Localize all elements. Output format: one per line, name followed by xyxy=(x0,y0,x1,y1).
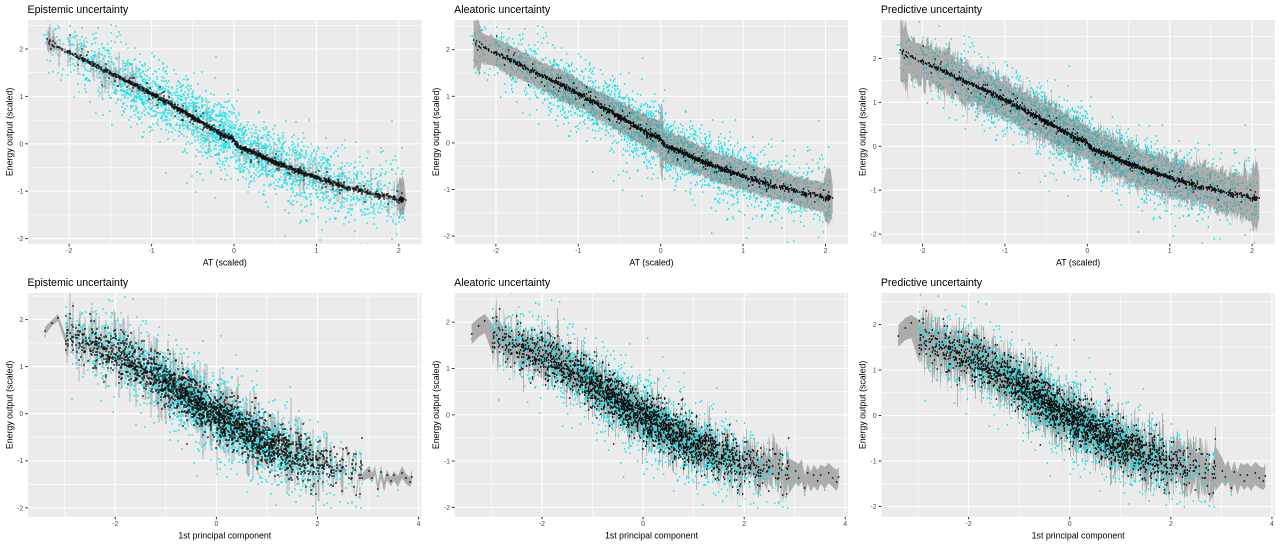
svg-text:-2: -2 xyxy=(539,521,545,528)
svg-text:2: 2 xyxy=(446,47,450,54)
svg-text:1: 1 xyxy=(873,100,877,107)
svg-text:1: 1 xyxy=(446,366,450,373)
svg-text:-1: -1 xyxy=(148,248,154,255)
svg-text:-2: -2 xyxy=(870,504,876,511)
svg-text:-2: -2 xyxy=(17,505,23,512)
svg-text:0: 0 xyxy=(446,140,450,147)
svg-text:-1: -1 xyxy=(870,188,876,195)
svg-text:Energy output (scaled): Energy output (scaled) xyxy=(4,88,14,177)
svg-text:Epistemic uncertainty: Epistemic uncertainty xyxy=(28,277,129,289)
svg-text:2: 2 xyxy=(742,521,746,528)
svg-text:2: 2 xyxy=(824,248,828,255)
svg-text:Energy output (scaled): Energy output (scaled) xyxy=(431,88,441,177)
svg-text:0: 0 xyxy=(446,412,450,419)
svg-text:2: 2 xyxy=(19,317,23,324)
svg-text:2: 2 xyxy=(446,320,450,327)
svg-text:0: 0 xyxy=(19,411,23,418)
svg-text:4: 4 xyxy=(843,521,847,528)
svg-text:1st principal component: 1st principal component xyxy=(1032,530,1125,540)
svg-text:Energy output (scaled): Energy output (scaled) xyxy=(431,361,441,450)
svg-text:-2: -2 xyxy=(919,248,925,255)
svg-text:-2: -2 xyxy=(444,234,450,241)
svg-text:1: 1 xyxy=(446,94,450,101)
svg-text:-1: -1 xyxy=(870,459,876,466)
svg-text:0: 0 xyxy=(19,141,23,148)
svg-text:AT (scaled): AT (scaled) xyxy=(1056,257,1100,267)
svg-text:1st principal component: 1st principal component xyxy=(178,530,271,540)
svg-text:-2: -2 xyxy=(444,505,450,512)
svg-text:Predictive uncertainty: Predictive uncertainty xyxy=(881,277,983,289)
svg-text:0: 0 xyxy=(873,144,877,151)
svg-text:-1: -1 xyxy=(17,189,23,196)
svg-text:Predictive uncertainty: Predictive uncertainty xyxy=(881,4,983,16)
svg-text:2: 2 xyxy=(397,248,401,255)
svg-text:Epistemic uncertainty: Epistemic uncertainty xyxy=(28,4,129,16)
svg-text:-2: -2 xyxy=(966,521,972,528)
svg-text:Aleatoric uncertainty: Aleatoric uncertainty xyxy=(454,4,551,16)
svg-text:2: 2 xyxy=(1250,248,1254,255)
svg-text:4: 4 xyxy=(417,521,421,528)
svg-text:1: 1 xyxy=(1168,248,1172,255)
svg-text:0: 0 xyxy=(659,248,663,255)
svg-text:Aleatoric uncertainty: Aleatoric uncertainty xyxy=(454,277,551,289)
svg-text:-1: -1 xyxy=(1002,248,1008,255)
svg-text:0: 0 xyxy=(873,413,877,420)
svg-text:4: 4 xyxy=(1270,521,1274,528)
svg-text:1: 1 xyxy=(873,368,877,375)
svg-text:-1: -1 xyxy=(444,187,450,194)
svg-text:0: 0 xyxy=(232,248,236,255)
svg-text:AT (scaled): AT (scaled) xyxy=(629,257,673,267)
svg-text:1: 1 xyxy=(19,94,23,101)
svg-text:0: 0 xyxy=(1068,521,1072,528)
svg-text:-2: -2 xyxy=(66,248,72,255)
svg-text:Energy output (scaled): Energy output (scaled) xyxy=(858,88,868,177)
svg-text:-1: -1 xyxy=(444,459,450,466)
svg-text:-2: -2 xyxy=(112,521,118,528)
svg-text:-1: -1 xyxy=(575,248,581,255)
svg-text:-2: -2 xyxy=(870,232,876,239)
svg-text:2: 2 xyxy=(1169,521,1173,528)
svg-text:2: 2 xyxy=(873,322,877,329)
svg-text:2: 2 xyxy=(873,56,877,63)
svg-text:2: 2 xyxy=(19,47,23,54)
svg-text:1: 1 xyxy=(19,364,23,371)
svg-text:1: 1 xyxy=(741,248,745,255)
svg-text:1: 1 xyxy=(314,248,318,255)
svg-text:1st principal component: 1st principal component xyxy=(605,530,698,540)
svg-text:0: 0 xyxy=(1085,248,1089,255)
svg-text:-2: -2 xyxy=(17,236,23,243)
svg-text:-2: -2 xyxy=(493,248,499,255)
svg-text:0: 0 xyxy=(214,521,218,528)
svg-text:2: 2 xyxy=(316,521,320,528)
svg-text:Energy output (scaled): Energy output (scaled) xyxy=(858,361,868,450)
svg-text:Energy output (scaled): Energy output (scaled) xyxy=(4,361,14,450)
svg-text:-1: -1 xyxy=(17,458,23,465)
svg-text:0: 0 xyxy=(641,521,645,528)
svg-text:AT (scaled): AT (scaled) xyxy=(203,257,247,267)
